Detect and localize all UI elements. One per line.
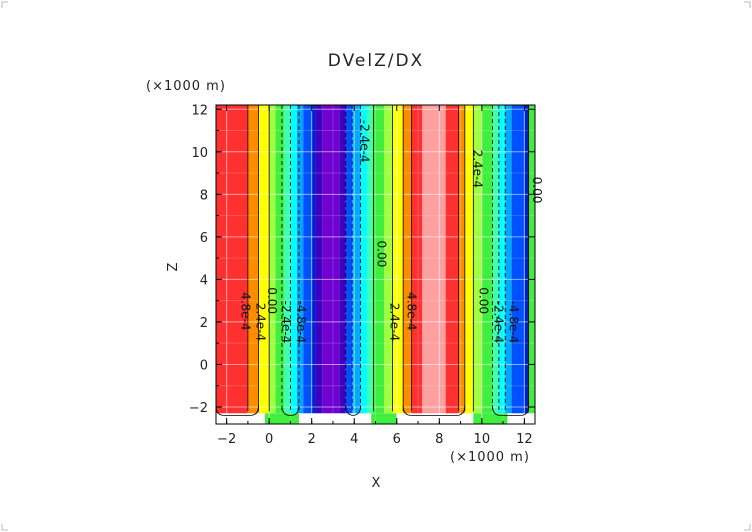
- x-tick-label: 8: [435, 432, 443, 447]
- color-band-10: [316, 105, 322, 413]
- color-band-0: [216, 105, 248, 413]
- contour-label-12: -2.4e-4: [492, 301, 506, 344]
- contour-label-8: -4.8e-4: [294, 301, 308, 344]
- color-band-19: [393, 105, 404, 413]
- contour-label-1: 2.4e-4: [470, 150, 484, 188]
- x-tick-label: 2: [308, 432, 316, 447]
- x-axis-label: X: [372, 476, 381, 491]
- y-tick-label: 4: [200, 273, 208, 288]
- corner-mark-top-right: [744, 2, 750, 8]
- y-tick-label: −2: [189, 401, 208, 416]
- color-band-5: [284, 105, 290, 413]
- contour-label-10: 2.4e-4: [387, 303, 401, 341]
- color-band-9: [312, 105, 316, 413]
- corner-mark-bottom-right: [744, 524, 750, 530]
- y-tick-label: 12: [191, 103, 208, 118]
- color-band-6: [290, 105, 296, 413]
- boundary-strip-2: [473, 413, 507, 424]
- color-band-3: [269, 105, 275, 413]
- color-band-7: [297, 105, 303, 413]
- y-axis-unit: (×1000 m): [146, 79, 226, 94]
- contour-label-9: 4.8e-4: [404, 292, 418, 330]
- color-band-20: [403, 105, 412, 413]
- contour-label-13: -4.8e-4: [506, 301, 520, 344]
- color-band-24: [458, 105, 464, 413]
- x-tick-label: −2: [217, 432, 236, 447]
- contour-label-11: 0.00: [477, 287, 491, 314]
- color-band-31: [512, 105, 525, 413]
- color-band-32: [524, 105, 528, 413]
- y-tick-label: 6: [200, 231, 208, 246]
- contour-label-0: -2.4e-4: [358, 120, 372, 163]
- contour-label-2: 0.00: [375, 241, 389, 268]
- y-tick-label: 2: [200, 316, 208, 331]
- contour-label-7: -2.4e-4: [279, 301, 293, 344]
- color-band-22: [422, 105, 445, 413]
- color-band-2: [259, 105, 270, 413]
- color-band-30: [505, 105, 511, 413]
- x-tick-label: 6: [393, 432, 401, 447]
- color-band-29: [499, 105, 505, 413]
- color-band-11: [322, 105, 339, 413]
- corner-mark-bottom-left: [2, 524, 8, 530]
- color-band-33: [529, 105, 535, 413]
- color-band-4: [276, 105, 285, 413]
- x-tick-label: 0: [265, 432, 273, 447]
- x-tick-label: 12: [516, 432, 533, 447]
- chart-title: DVelZ/DX: [328, 51, 424, 71]
- contour-label-6: 0.00: [265, 287, 279, 314]
- color-band-1: [248, 105, 259, 413]
- x-tick-label: 10: [474, 432, 491, 447]
- color-band-23: [446, 105, 459, 413]
- color-band-28: [492, 105, 498, 413]
- y-tick-label: 10: [191, 146, 208, 161]
- x-tick-label: 4: [350, 432, 358, 447]
- color-band-21: [412, 105, 423, 413]
- color-band-12: [339, 105, 345, 413]
- y-tick-label: 0: [200, 358, 208, 373]
- corner-mark-top-left: [2, 2, 8, 8]
- color-band-13: [346, 105, 352, 413]
- contour-label-3: 0.00: [530, 177, 544, 204]
- contour-label-4: 4.8e-4: [239, 292, 253, 330]
- color-band-8: [303, 105, 312, 413]
- y-tick-label: 8: [200, 188, 208, 203]
- y-axis-label: Z: [166, 262, 181, 271]
- x-axis-unit: (×1000 m): [450, 450, 530, 465]
